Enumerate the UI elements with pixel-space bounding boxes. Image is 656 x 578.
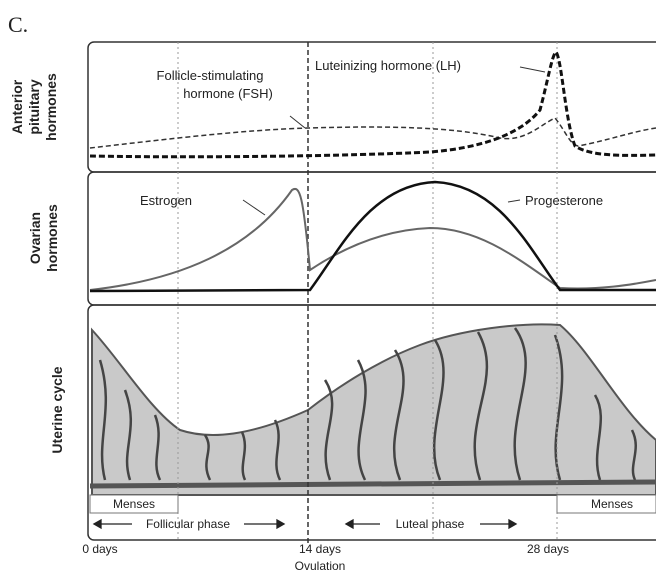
day-label: 28 days <box>527 542 569 556</box>
leader <box>519 66 546 73</box>
day-label: 14 days <box>299 542 341 556</box>
phase-label: Follicular phase <box>146 517 230 531</box>
menses-label: Menses <box>591 497 633 511</box>
leader <box>242 199 266 216</box>
menses-box <box>556 494 656 514</box>
phase-arrows <box>92 518 518 530</box>
progesterone-curve <box>89 180 656 293</box>
lh-curve <box>89 49 656 159</box>
curve-label: hormone (FSH) <box>183 86 273 101</box>
leader <box>289 115 306 129</box>
panel-label: Anterior <box>9 79 25 134</box>
curve-label: Estrogen <box>140 193 192 208</box>
panel-label: Ovarian <box>27 212 43 264</box>
panel-label: hormones <box>44 204 60 272</box>
fsh-curve <box>89 117 656 149</box>
curve-label: Progesterone <box>525 193 603 208</box>
curve-label: Follicle-stimulating <box>157 68 264 83</box>
menses-label: Menses <box>113 497 155 511</box>
leader <box>507 199 521 203</box>
curve-label: Luteinizing hormone (LH) <box>315 58 461 73</box>
endometrium <box>91 323 656 496</box>
panel-label: hormones <box>43 73 59 141</box>
menses-box <box>89 494 179 514</box>
panel-label: Uterine cycle <box>49 366 65 453</box>
glands <box>98 327 637 481</box>
ovulation-label: Ovulation <box>295 559 346 573</box>
panel-label: pituitary <box>26 79 42 134</box>
day-label: 0 days <box>82 542 117 556</box>
phase-label: Luteal phase <box>396 517 465 531</box>
basal-layer <box>89 479 656 489</box>
panel-frame <box>87 304 656 541</box>
figure-label: C. <box>8 12 28 37</box>
